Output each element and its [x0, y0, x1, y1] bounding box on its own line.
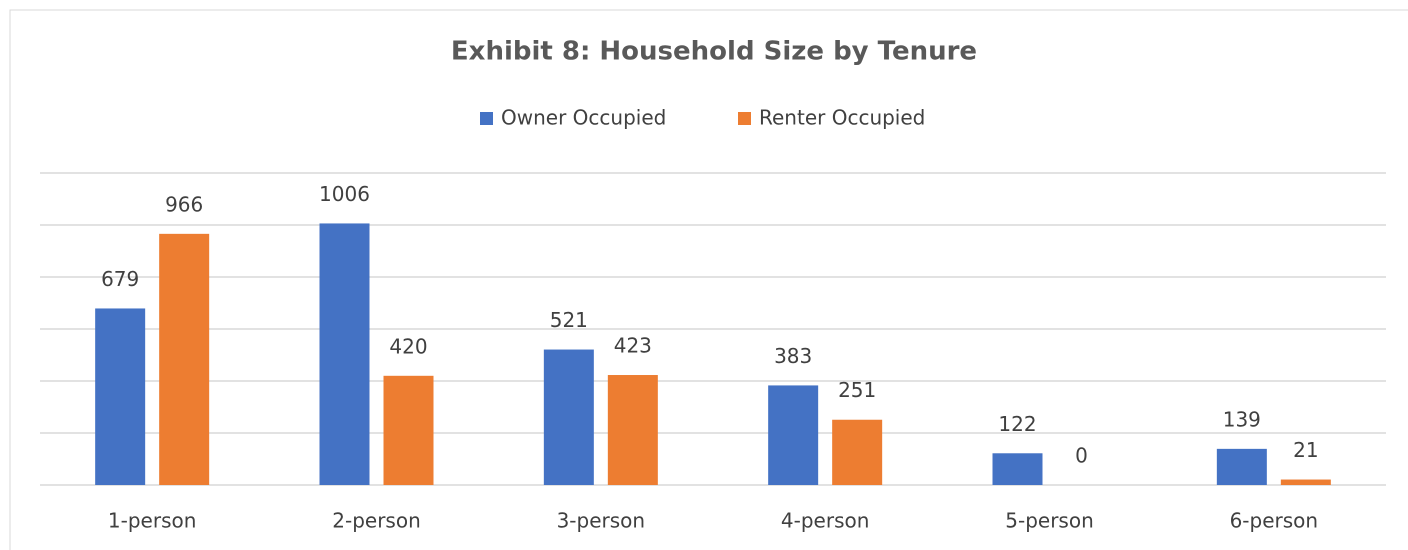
x-tick-label: 1-person [108, 509, 197, 533]
x-tick-label: 2-person [332, 509, 421, 533]
bar [768, 385, 819, 485]
data-label: 383 [774, 344, 812, 368]
data-label: 21 [1293, 438, 1318, 462]
bar [95, 308, 146, 485]
chart-title: Exhibit 8: Household Size by Tenure [451, 37, 977, 67]
x-tick-label: 4-person [781, 509, 870, 533]
bar [607, 375, 658, 485]
data-label: 420 [389, 334, 427, 358]
bar [319, 223, 370, 485]
data-label: 139 [1223, 407, 1261, 431]
bar [1216, 448, 1267, 485]
data-label: 521 [550, 308, 588, 332]
bar [159, 233, 210, 485]
data-label: 0 [1075, 444, 1088, 468]
legend-swatch [480, 112, 493, 125]
bar [543, 349, 594, 485]
x-tick-label: 3-person [557, 509, 646, 533]
bar [383, 375, 434, 485]
data-label: 423 [614, 334, 652, 358]
data-label: 122 [998, 412, 1036, 436]
data-label: 251 [838, 378, 876, 402]
data-label: 966 [165, 192, 203, 216]
chart-frame [9, 9, 1408, 550]
bar [1280, 479, 1331, 485]
legend-swatch [738, 112, 751, 125]
x-tick-label: 6-person [1230, 509, 1319, 533]
bar [992, 453, 1043, 485]
x-tick-label: 5-person [1005, 509, 1094, 533]
legend-label: Owner Occupied [501, 106, 666, 130]
legend-label: Renter Occupied [759, 106, 925, 130]
bar [832, 419, 883, 485]
data-label: 679 [101, 267, 139, 291]
data-label: 1006 [319, 182, 370, 206]
